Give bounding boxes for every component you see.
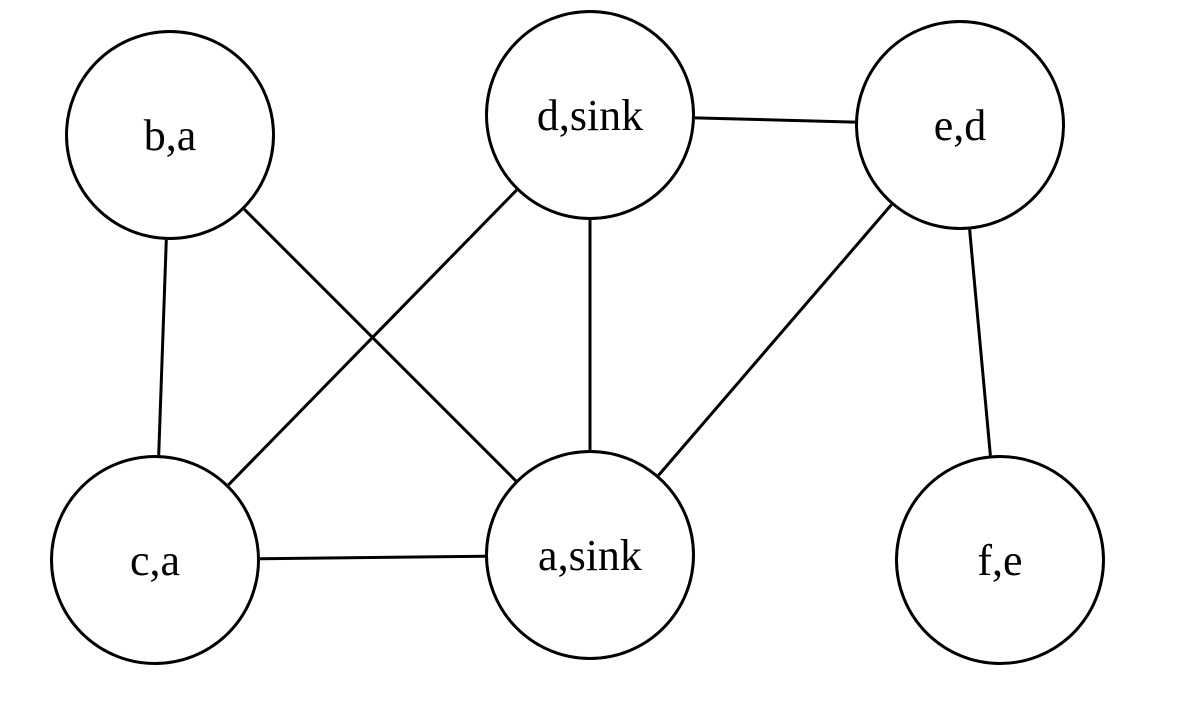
node-label: b,a	[144, 110, 197, 161]
node-ba: b,a	[65, 30, 275, 240]
node-ca: c,a	[50, 455, 260, 665]
edge-ba-asink	[244, 209, 516, 481]
node-dsink: d,sink	[485, 10, 695, 220]
node-ed: e,d	[855, 20, 1065, 230]
node-label: f,e	[977, 535, 1022, 586]
node-asink: a,sink	[485, 450, 695, 660]
node-label: c,a	[130, 535, 180, 586]
edge-dsink-ca	[228, 190, 516, 485]
edge-ba-ca	[159, 240, 167, 455]
edge-ed-asink	[658, 205, 891, 476]
edge-ed-fe	[970, 230, 991, 456]
node-fe: f,e	[895, 455, 1105, 665]
edge-dsink-ed	[695, 118, 855, 122]
node-label: a,sink	[538, 530, 642, 581]
node-label: d,sink	[537, 90, 643, 141]
node-label: e,d	[934, 100, 987, 151]
edge-ca-asink	[260, 556, 485, 559]
graph-diagram: b,a d,sink e,d c,a a,sink f,e	[0, 0, 1177, 723]
